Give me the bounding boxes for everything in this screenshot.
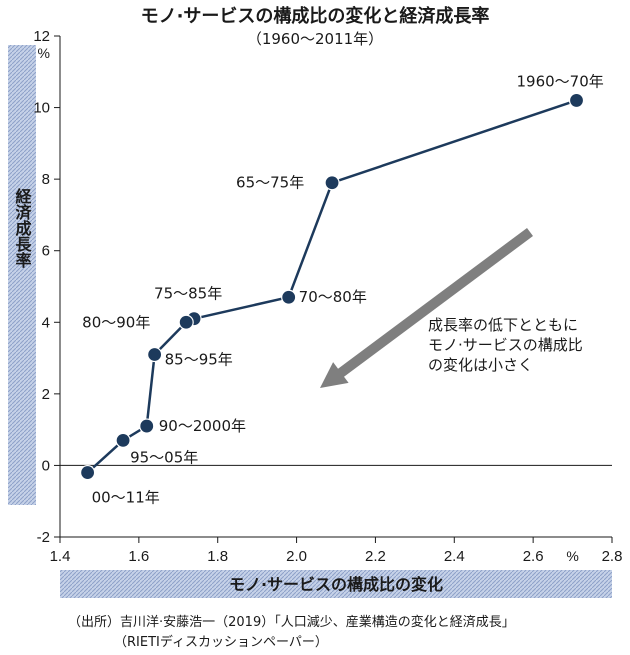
- chart-title: モノ·サービスの構成比の変化と経済成長率: [141, 5, 490, 27]
- y-unit-label: %: [38, 45, 50, 61]
- data-point: [324, 175, 340, 191]
- data-point: [568, 92, 585, 109]
- data-point: [147, 346, 163, 363]
- x-tick-label: 1.6: [128, 548, 149, 565]
- data-point-label: 85〜95年: [165, 350, 233, 368]
- y-tick-label: 8: [42, 171, 50, 188]
- data-point-label: 95〜05年: [130, 448, 198, 466]
- y-tick-label: 2: [42, 386, 50, 403]
- x-tick-label: 2.2: [365, 548, 386, 565]
- x-axis-band: [60, 570, 612, 598]
- y-axis-title: 経済成長率: [13, 187, 32, 269]
- x-unit-label: %: [566, 548, 578, 564]
- y-tick-label: 12: [33, 28, 50, 45]
- trend-arrow-head: [320, 362, 349, 388]
- y-tick-label: -2: [37, 529, 50, 546]
- x-tick-label: 2.8: [602, 548, 623, 565]
- trend-arrow-shaft: [335, 227, 533, 380]
- annotation-line: モノ·サービスの構成比: [428, 336, 583, 354]
- y-tick-label: 6: [42, 243, 50, 260]
- annotation-line: 成長率の低下とともに: [428, 316, 578, 334]
- y-tick-label: 0: [42, 457, 50, 474]
- x-tick-label: 1.4: [50, 548, 71, 565]
- y-tick-label: 10: [33, 100, 50, 117]
- data-point-label: 1960〜70年: [517, 72, 604, 90]
- x-tick-label: 2.6: [523, 548, 544, 565]
- data-point: [115, 432, 131, 448]
- annotation-line: の変化は小さく: [428, 356, 533, 374]
- source-line-2: （RIETIディスカッションペーパー）: [114, 634, 328, 650]
- data-point-label: 70〜80年: [299, 288, 367, 306]
- x-tick-label: 2.0: [286, 548, 307, 565]
- x-tick-label: 2.4: [444, 548, 465, 565]
- data-point-label: 75〜85年: [154, 285, 222, 303]
- data-point-label: 00〜11年: [92, 489, 160, 507]
- data-point-label: 80〜90年: [82, 313, 150, 331]
- chart-subtitle: （1960〜2011年）: [247, 30, 383, 48]
- y-axis-band: [8, 45, 36, 505]
- data-point: [178, 314, 194, 330]
- x-tick-label: 1.8: [207, 548, 228, 565]
- data-point-label: 65〜75年: [236, 174, 304, 192]
- y-tick-label: 4: [42, 314, 50, 331]
- plot-area: -2 0 2 4 6 8 10 12% 1.4 1.6 1.8 2.0 2.2 2.4 2.6 2.8% 196…: [33, 28, 622, 565]
- data-point-label: 90〜2000年: [159, 417, 246, 435]
- data-point: [79, 464, 96, 481]
- data-point: [139, 418, 155, 434]
- data-point: [281, 289, 297, 305]
- x-axis-title: モノ·サービスの構成比の変化: [229, 575, 443, 594]
- source-line-1: （出所）吉川洋·安藤浩一（2019）「人口減少、産業構造の変化と経済成長」: [68, 614, 515, 630]
